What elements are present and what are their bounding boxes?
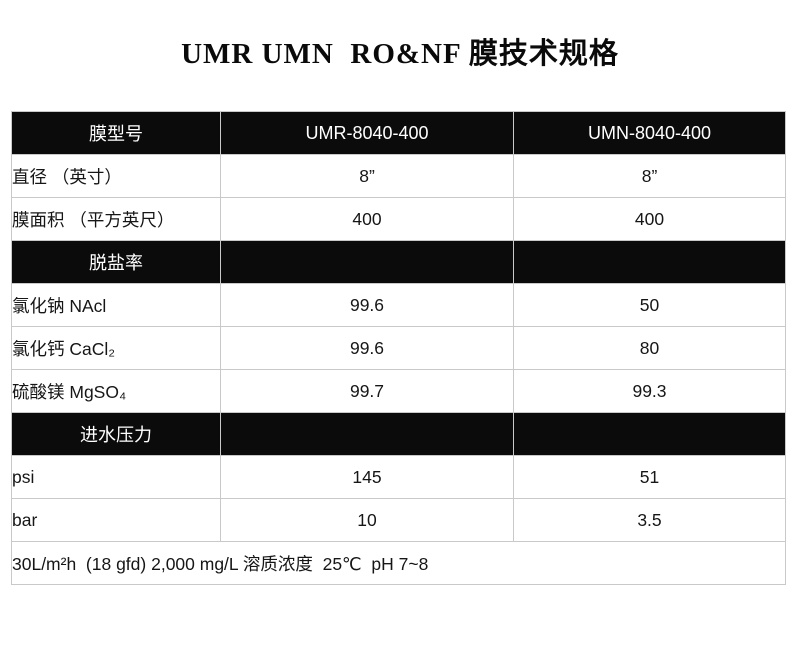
- table-footer-row: 30L/m²h (18 gfd) 2,000 mg/L 溶质浓度 25℃ pH …: [11, 541, 786, 585]
- umr-area-value: 400: [220, 197, 514, 241]
- section-empty-cell: [513, 240, 786, 284]
- umr-diameter-value: 8”: [220, 154, 514, 198]
- section-row-salt-rejection: 脱盐率: [11, 240, 786, 284]
- table-row-psi: psi 145 51: [11, 455, 786, 499]
- table-header-row: 膜型号 UMR-8040-400 UMN-8040-400: [11, 111, 786, 155]
- row-label-cacl2: 氯化钙 CaCl₂: [11, 326, 221, 370]
- col-header-umr: UMR-8040-400: [220, 111, 514, 155]
- umn-mgso4-value: 99.3: [513, 369, 786, 413]
- col-header-model: 膜型号: [11, 111, 221, 155]
- section-header-feed-pressure: 进水压力: [11, 412, 221, 456]
- section-row-feed-pressure: 进水压力: [11, 412, 786, 456]
- section-header-salt-rejection: 脱盐率: [11, 240, 221, 284]
- table-row-membrane-area: 膜面积 （平方英尺） 400 400: [11, 197, 786, 241]
- umr-cacl2-value: 99.6: [220, 326, 514, 370]
- section-empty-cell: [513, 412, 786, 456]
- row-label-bar: bar: [11, 498, 221, 542]
- umr-nacl-value: 99.6: [220, 283, 514, 327]
- umr-mgso4-value: 99.7: [220, 369, 514, 413]
- table-row-bar: bar 10 3.5: [11, 498, 786, 542]
- section-empty-cell: [220, 412, 514, 456]
- umn-bar-value: 3.5: [513, 498, 786, 542]
- umn-cacl2-value: 80: [513, 326, 786, 370]
- row-label-nacl: 氯化钠 NAcl: [11, 283, 221, 327]
- section-empty-cell: [220, 240, 514, 284]
- row-label-mgso4: 硫酸镁 MgSO₄: [11, 369, 221, 413]
- col-header-umn: UMN-8040-400: [513, 111, 786, 155]
- page-title: UMR UMN RO&NF 膜技术规格: [181, 38, 619, 70]
- umn-psi-value: 51: [513, 455, 786, 499]
- row-label-diameter: 直径 （英寸）: [11, 154, 221, 198]
- umn-diameter-value: 8”: [513, 154, 786, 198]
- row-label-psi: psi: [11, 455, 221, 499]
- umn-nacl-value: 50: [513, 283, 786, 327]
- umn-area-value: 400: [513, 197, 786, 241]
- table-row-cacl2: 氯化钙 CaCl₂ 99.6 80: [11, 326, 786, 370]
- umr-bar-value: 10: [220, 498, 514, 542]
- table-row-mgso4: 硫酸镁 MgSO₄ 99.7 99.3: [11, 369, 786, 413]
- row-label-membrane-area: 膜面积 （平方英尺）: [11, 197, 221, 241]
- table-row-nacl: 氯化钠 NAcl 99.6 50: [11, 283, 786, 327]
- table-row-diameter: 直径 （英寸） 8” 8”: [11, 154, 786, 198]
- umr-psi-value: 145: [220, 455, 514, 499]
- spec-table: 膜型号 UMR-8040-400 UMN-8040-400 直径 （英寸） 8”…: [11, 111, 786, 585]
- test-conditions-note: 30L/m²h (18 gfd) 2,000 mg/L 溶质浓度 25℃ pH …: [11, 541, 786, 585]
